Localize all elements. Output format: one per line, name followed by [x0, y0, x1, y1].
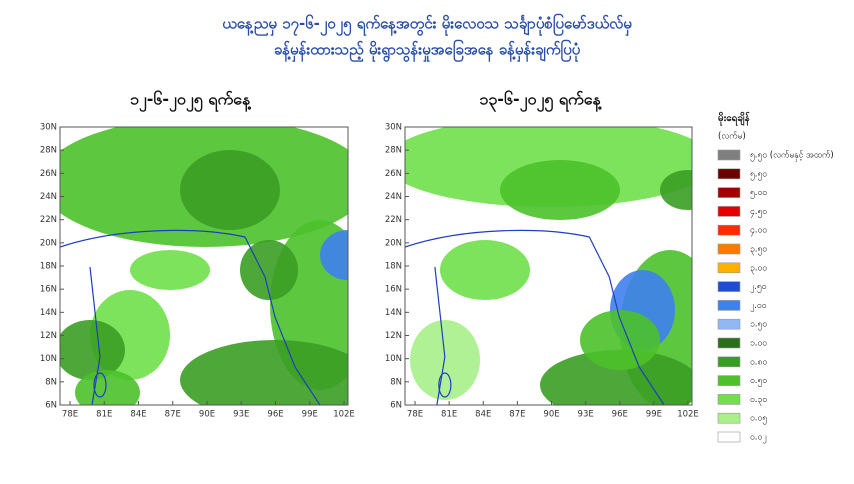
lon-tick-label: 81E — [96, 410, 112, 420]
map — [405, 127, 692, 405]
legend-label: ၀.၀၅ — [750, 414, 767, 425]
sri-lanka — [438, 372, 452, 398]
lat-tick-label: 24N — [385, 192, 402, 202]
lat-tick-label: 16N — [40, 285, 57, 295]
legend-swatch — [717, 394, 741, 405]
lat-tick-label: 20N — [385, 238, 402, 248]
lat-tick-label: 12N — [40, 331, 57, 341]
lat-tick-label: 22N — [40, 215, 57, 225]
lat-tick-label: 26N — [385, 169, 402, 179]
legend-swatch — [717, 224, 741, 236]
lat-tick-label: 8N — [45, 377, 57, 387]
lon-tick-label: 81E — [441, 410, 457, 420]
lon-tick-label: 78E — [62, 410, 78, 420]
legend-title: မိုးရေချိန် — [718, 111, 750, 127]
map-title: ၁၃-၆-၂၀၂၅ ရက်နေ့ — [479, 90, 602, 113]
lon-tick-label: 93E — [233, 410, 249, 420]
legend-swatch — [717, 149, 741, 161]
legend-unit: (လက်မ) — [718, 131, 746, 142]
rain-area — [440, 240, 530, 300]
legend-swatch — [717, 300, 741, 311]
lat-tick-label: 6N — [390, 401, 402, 411]
lon-tick-label: 84E — [475, 410, 491, 420]
rain-area — [500, 160, 620, 220]
rain-area — [130, 250, 210, 290]
title-line: ခန့်မှန်းထားသည့် မိုးရွာသွန်းမှုအခြေအနေ … — [274, 39, 581, 63]
rain-area — [660, 170, 692, 210]
legend-label: ၂.၅၀ — [750, 282, 766, 293]
legend-label: ၄.၀၀ — [750, 226, 767, 237]
legend-label: ၀.၅၀ — [750, 376, 767, 387]
map — [60, 127, 348, 405]
lon-tick-label: 102E — [333, 410, 355, 420]
lon-tick-label: 84E — [130, 410, 146, 420]
legend-label: ၂.၀၀ — [750, 301, 766, 312]
legend-label: ၀.၈၀ — [750, 357, 767, 367]
rain-area — [580, 310, 660, 370]
lat-tick-label: 18N — [40, 262, 57, 272]
legend-label: ၅.၀၀ — [750, 188, 767, 199]
lon-tick-label: 87E — [165, 410, 181, 420]
lat-tick-label: 28N — [40, 146, 57, 156]
rain-area — [180, 340, 348, 405]
lat-tick-label: 30N — [385, 123, 402, 133]
legend-swatch — [717, 337, 741, 349]
rain-area — [75, 370, 140, 405]
legend-swatch — [717, 318, 741, 330]
legend-label: ၃.၀၀ — [750, 263, 767, 274]
legend-swatch — [717, 262, 741, 274]
legend-swatch — [717, 206, 741, 217]
rain-area — [410, 320, 480, 400]
lon-tick-label: 96E — [612, 410, 628, 420]
lon-tick-label: 99E — [302, 410, 318, 420]
legend-label: ၄.၅၀ — [750, 207, 767, 218]
lon-tick-label: 102E — [677, 410, 699, 420]
lon-tick-label: 87E — [509, 410, 525, 420]
legend-swatch — [717, 356, 741, 368]
lon-tick-label: 93E — [578, 410, 594, 420]
lat-tick-label: 10N — [40, 354, 57, 364]
rain-area — [60, 320, 125, 380]
lon-tick-label: 96E — [267, 410, 283, 420]
lat-tick-label: 26N — [40, 169, 57, 179]
legend-swatch — [717, 281, 741, 292]
legend-label: ၀.၃၀ — [750, 395, 767, 406]
title-line: ယနေ့ညမှ ၁၇-၆-၂၀၂၅ ရက်နေ့အတွင်း မိုးလေဝသ … — [222, 13, 632, 37]
legend-label: ၅.၅၀ — [750, 169, 767, 180]
lat-tick-label: 16N — [385, 285, 402, 295]
map-title: ၁၂-၆-၂၀၂၅ ရက်နေ့ — [130, 90, 252, 113]
legend-label: ၀.၀၂ — [750, 433, 766, 444]
lon-tick-label: 90E — [543, 410, 559, 420]
legend-label: ၁.၅၀ — [750, 320, 767, 331]
lat-tick-label: 6N — [45, 401, 57, 411]
legend-label: ၃.၅၀ — [750, 245, 767, 256]
legend-swatch — [717, 168, 741, 180]
legend-swatch — [717, 412, 741, 424]
rain-area — [540, 350, 692, 405]
lat-tick-label: 18N — [385, 262, 402, 272]
lat-tick-label: 22N — [385, 215, 402, 225]
lat-tick-label: 14N — [40, 308, 57, 318]
lat-tick-label: 24N — [40, 192, 57, 202]
lat-tick-label: 8N — [390, 377, 402, 387]
legend-label: ၅.၅၀ (လက်မနှင့် အထက်) — [750, 150, 834, 162]
lat-tick-label: 10N — [385, 354, 402, 364]
legend-swatch — [717, 431, 741, 443]
lon-tick-label: 90E — [199, 410, 215, 420]
rain-area — [320, 230, 348, 280]
legend-swatch — [717, 187, 741, 198]
lon-tick-label: 78E — [407, 410, 423, 420]
sri-lanka — [93, 372, 107, 398]
legend-label: ၁.၀၀ — [750, 339, 767, 349]
legend-swatch — [717, 243, 741, 255]
rain-area — [180, 150, 280, 230]
lat-tick-label: 30N — [40, 123, 57, 133]
lat-tick-label: 14N — [385, 308, 402, 318]
legend-swatch — [717, 375, 741, 386]
lat-tick-label: 20N — [40, 238, 57, 248]
lon-tick-label: 99E — [646, 410, 662, 420]
lat-tick-label: 12N — [385, 331, 402, 341]
lat-tick-label: 28N — [385, 146, 402, 156]
